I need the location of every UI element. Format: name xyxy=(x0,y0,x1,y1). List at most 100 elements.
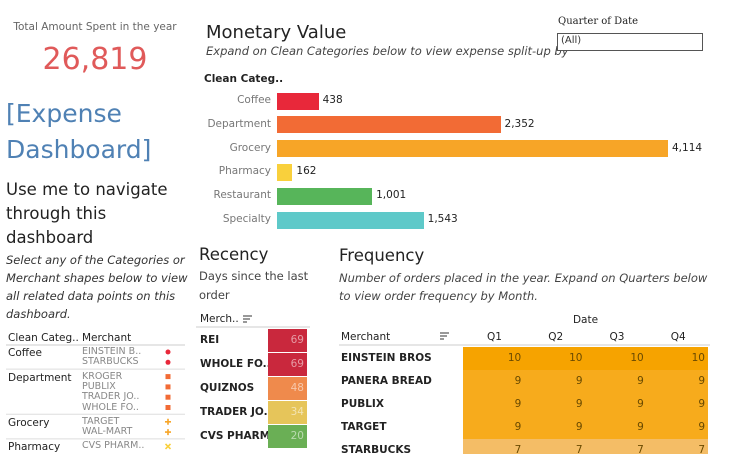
heat-cell: 10 xyxy=(524,347,586,370)
merchant-label[interactable]: WHOLE FO.. xyxy=(200,358,271,370)
merchant-label[interactable]: QUIZNOS xyxy=(200,382,255,394)
filter-box[interactable]: (All) xyxy=(557,33,703,51)
bar[interactable] xyxy=(277,140,668,158)
merchant-label[interactable]: EINSTEIN BROS xyxy=(341,352,432,364)
merchant-label[interactable]: WHOLE FO.. xyxy=(82,401,139,413)
value-label: 10 xyxy=(569,352,583,364)
bar[interactable] xyxy=(277,163,293,181)
value-label: 7 xyxy=(514,444,522,454)
cell[interactable]: 48 xyxy=(268,377,307,400)
value-label: 9 xyxy=(698,375,705,387)
value-label: 7 xyxy=(637,444,644,454)
heat-cell: 9 xyxy=(463,370,525,393)
value-label: 9 xyxy=(637,398,644,410)
value-label: 9 xyxy=(575,421,583,433)
merchant-label[interactable]: TRADER JO.. xyxy=(82,391,140,403)
merchant-label[interactable]: TARGET xyxy=(82,415,120,427)
heat-cell: 9 xyxy=(585,370,647,393)
value-label: 9 xyxy=(698,398,705,410)
nav-heading: Use me to navigate through this dashboar… xyxy=(6,180,168,247)
value-label: 9 xyxy=(575,375,583,387)
filter-label: Quarter of Date xyxy=(558,16,639,27)
row-header: Merchant xyxy=(341,331,391,343)
merchant-label[interactable]: STARBUCKS xyxy=(341,444,412,454)
category-label[interactable]: Pharmacy xyxy=(8,441,61,454)
merchant-label[interactable]: WAL-MART xyxy=(82,426,133,438)
nav-text: Select any of the Categories or Merchant… xyxy=(6,253,188,321)
value-label: 9 xyxy=(637,375,644,387)
heat-cell: 10 xyxy=(463,347,525,370)
value-label: 69 xyxy=(290,358,304,370)
value-label: 162 xyxy=(296,165,317,178)
chart-subtitle: Expand on Clean Categories below to view… xyxy=(206,44,569,58)
merchant-shape[interactable] xyxy=(165,394,171,400)
category-label[interactable]: Grocery xyxy=(8,416,50,429)
merchant-label[interactable]: PUBLIX xyxy=(341,398,384,410)
merchant-shape[interactable] xyxy=(165,359,171,365)
merchant-shape[interactable] xyxy=(165,418,171,425)
heat-cell: 9 xyxy=(646,370,708,393)
merchant-shape[interactable] xyxy=(165,384,171,390)
cell[interactable]: 69 xyxy=(268,353,307,376)
bar[interactable] xyxy=(277,116,501,134)
heat-cell: 9 xyxy=(585,416,647,439)
heat-cell: 7 xyxy=(524,439,586,454)
merchant-shape[interactable] xyxy=(165,429,171,436)
category-label[interactable]: Coffee xyxy=(237,94,271,106)
kpi-value: 26,819 xyxy=(42,42,148,77)
merchant-label[interactable]: PANERA BREAD xyxy=(341,375,432,387)
bar[interactable] xyxy=(277,187,373,205)
column-group: Date xyxy=(572,314,599,326)
merchant-label[interactable]: KROGER xyxy=(82,370,123,382)
heat-cell: 7 xyxy=(463,439,525,454)
filter-value: (All) xyxy=(561,35,582,46)
merchant-shape[interactable] xyxy=(165,374,171,380)
cell[interactable]: 34 xyxy=(268,401,307,424)
category-label[interactable]: Restaurant xyxy=(213,189,271,202)
category-label[interactable]: Specialty xyxy=(222,213,271,225)
merchant-label[interactable]: CVS PHARM.. xyxy=(82,440,145,452)
chart-subtitle: Number of orders placed in the year. Exp… xyxy=(339,271,708,303)
value-label: 1,001 xyxy=(376,189,407,202)
category-label[interactable]: Pharmacy xyxy=(218,165,271,178)
merchant-label[interactable]: REI xyxy=(200,334,220,346)
merchant-label[interactable]: PUBLIX xyxy=(82,380,116,392)
merchant-label[interactable]: CVS PHARM.. xyxy=(200,430,279,442)
merchant-shape[interactable] xyxy=(165,405,171,410)
value-label: 9 xyxy=(575,398,583,410)
heat-cell: 9 xyxy=(524,370,586,393)
heat-cell: 7 xyxy=(646,439,708,454)
bar[interactable] xyxy=(277,92,319,110)
value-label: 438 xyxy=(322,94,343,106)
chart-title: Recency xyxy=(199,245,269,264)
sort-icon xyxy=(243,315,449,340)
value-label: 10 xyxy=(507,352,522,364)
heat-cell: 9 xyxy=(463,416,525,439)
merchant-label[interactable]: TARGET xyxy=(341,421,387,433)
value-label: 9 xyxy=(514,398,522,410)
cell[interactable]: 69 xyxy=(268,329,307,352)
category-label[interactable]: Department xyxy=(207,117,271,130)
column-header: Q2 xyxy=(548,331,564,343)
merchant-shape[interactable] xyxy=(164,443,172,450)
merchant-shape[interactable] xyxy=(165,349,171,355)
value-label: 7 xyxy=(698,444,705,454)
column-header: Q3 xyxy=(609,331,625,343)
column-header: Q4 xyxy=(670,331,686,343)
category-label[interactable]: Coffee xyxy=(8,347,42,359)
merchant-label[interactable]: STARBUCKS xyxy=(82,356,139,368)
merchant-label[interactable]: TRADER JO.. xyxy=(200,406,272,418)
merchant-label[interactable]: EINSTEIN B.. xyxy=(82,346,142,357)
column-header: Merch.. xyxy=(200,313,239,325)
bar[interactable] xyxy=(277,211,424,229)
heat-cell: 9 xyxy=(646,416,708,439)
cell[interactable]: 20 xyxy=(268,425,307,448)
axis-header: Clean Categ.. xyxy=(204,73,284,85)
chart-title: Frequency xyxy=(339,246,425,265)
value-label: 9 xyxy=(637,421,644,433)
heat-cell: 10 xyxy=(585,347,647,370)
category-label[interactable]: Grocery xyxy=(229,141,271,154)
heat-cell: 9 xyxy=(524,416,586,439)
category-label[interactable]: Department xyxy=(8,371,72,384)
